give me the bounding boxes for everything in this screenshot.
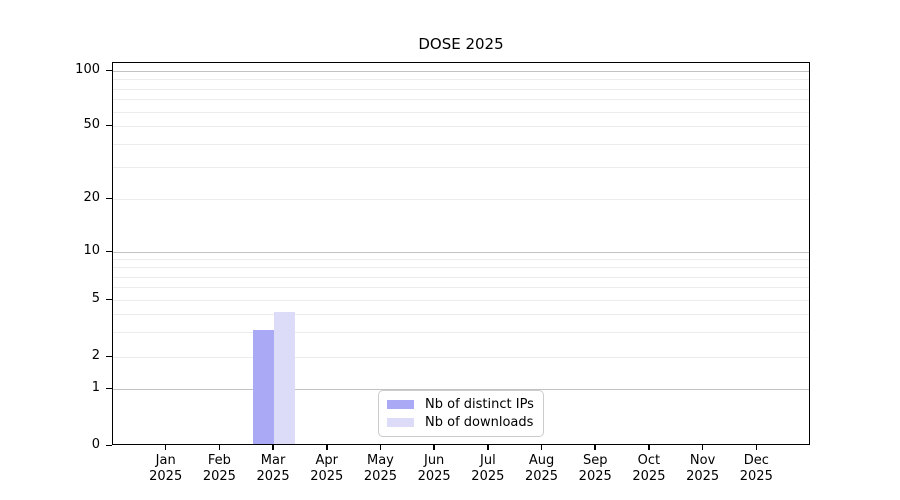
x-tick-mark [218,445,221,450]
bar-nb-of-downloads-mar [274,311,296,444]
x-label-year: 2025 [524,469,559,484]
x-label-month: Feb [207,453,231,468]
x-tick-label: Sep 2025 [565,453,625,485]
y-tick-label: 0 [91,437,100,452]
x-label-year: 2025 [310,469,344,484]
gridline-minor [113,199,809,200]
x-tick-mark [755,445,758,450]
plot-area [112,62,810,445]
x-label-year: 2025 [578,469,612,484]
y-tick-label: 50 [83,117,100,132]
x-tick-mark [648,445,650,450]
gridline-minor [113,300,809,301]
legend-swatch-distinct-ips [387,400,414,409]
gridline-major [113,252,809,253]
y-tick-mark [106,298,112,300]
x-tick-label: Apr 2025 [297,453,357,485]
y-tick-mark [106,197,112,199]
legend-swatch-downloads [387,418,414,427]
gridline-minor [113,99,809,101]
legend-item-distinct-ips: Nb of distinct IPs [387,397,535,412]
y-tick-mark [106,444,112,446]
gridline-major [113,71,809,72]
x-tick-mark [594,445,596,450]
y-tick-label: 20 [83,190,100,205]
x-tick-label: Feb 2025 [189,453,249,485]
y-tick-label: 1 [91,380,100,395]
y-tick-label: 10 [83,243,100,258]
x-tick-mark [326,445,328,450]
y-tick-mark [106,387,112,389]
x-label-month: Jul [480,453,496,468]
gridline-minor [113,267,809,269]
gridline-minor [113,88,809,90]
bar-nb-of-distinct-ips-mar [253,329,275,444]
x-label-year: 2025 [363,469,397,484]
x-tick-mark [433,445,435,450]
legend-item-downloads: Nb of downloads [387,415,535,430]
x-label-month: May [367,453,394,468]
x-tick-label: Dec 2025 [726,453,786,485]
y-tick-label: 100 [75,62,100,77]
gridline-minor [113,313,809,315]
x-tick-label: Aug 2025 [512,453,572,485]
y-tick-mark [106,69,112,71]
gridline-minor [113,111,809,113]
gridline-minor [113,143,809,145]
gridline-major [113,389,809,390]
x-tick-mark [272,445,274,450]
legend-label-distinct-ips: Nb of distinct IPs [425,397,534,412]
gridline-minor [113,357,809,358]
x-label-month: Aug [528,453,555,468]
gridline-minor [113,276,809,278]
y-tick-label: 2 [91,348,100,363]
gridline-minor [113,166,809,168]
x-label-year: 2025 [149,469,183,484]
x-label-year: 2025 [632,469,666,484]
x-tick-label: Oct 2025 [619,453,679,485]
x-label-year: 2025 [471,469,505,484]
gridline-minor [113,331,809,333]
gridline-minor [113,79,809,81]
gridline-minor [113,126,809,127]
x-label-year: 2025 [686,469,720,484]
x-label-month: Apr [315,453,339,468]
x-label-month: Sep [582,453,608,468]
x-label-month: Jan [155,453,176,468]
x-label-month: Dec [743,453,769,468]
x-tick-label: Jul 2025 [458,453,518,485]
x-label-year: 2025 [202,469,236,484]
x-label-year: 2025 [417,469,451,484]
x-label-month: Mar [260,453,286,468]
x-tick-label: Jun 2025 [404,453,464,485]
x-tick-mark [540,445,543,450]
y-tick-label: 5 [91,291,100,306]
x-tick-mark [701,445,704,450]
legend: Nb of distinct IPs Nb of downloads [378,390,544,437]
x-tick-mark [164,445,167,450]
x-label-month: Nov [689,453,716,468]
y-tick-mark [106,250,112,252]
x-tick-label: Nov 2025 [673,453,733,485]
x-tick-label: May 2025 [350,453,410,485]
x-tick-mark [487,445,489,450]
legend-label-downloads: Nb of downloads [425,415,534,430]
gridline-minor [113,259,809,261]
y-tick-mark [106,124,112,126]
gridline-minor [113,287,809,289]
x-tick-mark [379,445,382,450]
x-label-month: Oct [637,453,661,468]
x-tick-label: Jan 2025 [136,453,196,485]
x-label-year: 2025 [256,469,290,484]
chart-title: DOSE 2025 [418,35,504,53]
x-label-year: 2025 [739,469,773,484]
x-tick-label: Mar 2025 [243,453,303,485]
x-label-month: Jun [423,453,445,468]
y-tick-mark [106,355,112,357]
